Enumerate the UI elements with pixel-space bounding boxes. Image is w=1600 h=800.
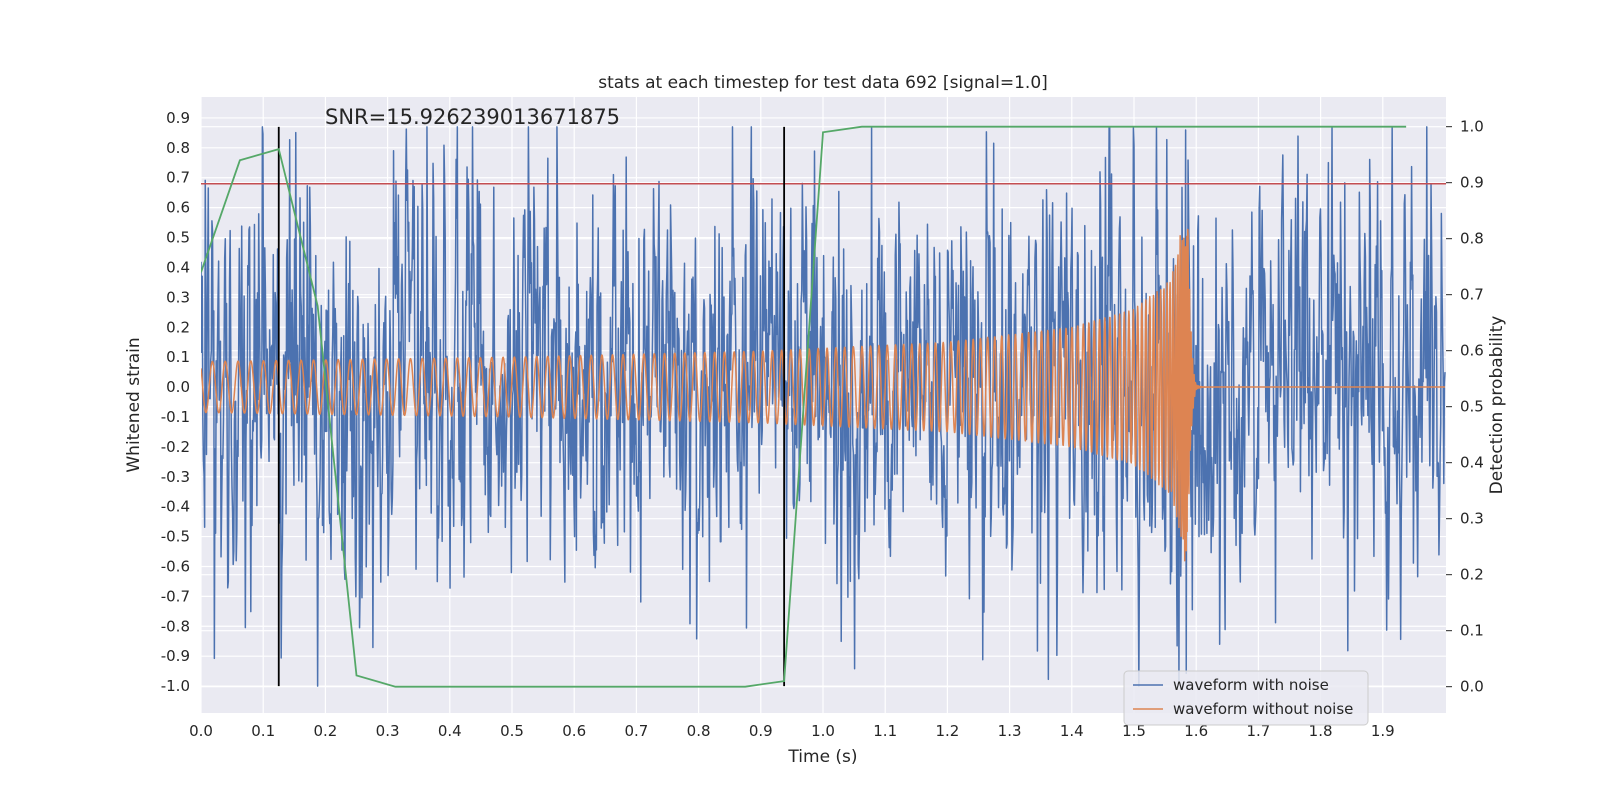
legend-label-waveform-without-noise: waveform without noise [1173,700,1353,718]
x-tick-label: 0.8 [687,722,711,740]
y-tick-label: -0.1 [161,408,190,426]
series-waveform-without-noise [201,228,1446,562]
x-tick-label: 0.9 [749,722,773,740]
y2-axis-label: Detection probability [1487,316,1507,495]
y-tick-label: -1.0 [161,677,190,695]
series-detection-probability [201,125,1407,688]
y-axis-label: Whitened strain [124,337,144,472]
x-tick-label: 1.2 [935,722,959,740]
y2-tick-label: 0.5 [1460,398,1484,416]
y-tick-label: -0.4 [161,498,190,516]
y2-tick-label: 0.4 [1460,454,1484,472]
chart-title: stats at each timestep for test data 692… [598,73,1048,93]
y-tick-label: 0.6 [166,199,190,217]
y2-tick-labels: 1.0 0.9 0.8 0.7 0.6 0.5 0.4 0.3 0.2 0.1 0.0 [1446,118,1484,696]
x-tick-label: 1.5 [1122,722,1146,740]
y-tick-label: 0.5 [166,229,190,247]
y-tick-label: 0.0 [166,378,190,396]
x-tick-label: 0.1 [251,722,275,740]
probability-line [201,125,1407,688]
y-tick-label: -0.9 [161,647,190,665]
y-tick-label: -0.3 [161,468,190,486]
x-tick-label: 1.1 [873,722,897,740]
y2-tick-label: 1.0 [1460,118,1484,136]
x-tick-label: 1.8 [1309,722,1333,740]
x-tick-label: 0.6 [562,722,586,740]
y2-tick-label: 0.0 [1460,678,1484,696]
y-tick-label: 0.7 [166,169,190,187]
y2-tick-label: 0.7 [1460,286,1484,304]
y2-tick-label: 0.9 [1460,174,1484,192]
y-tick-label: -0.8 [161,617,190,635]
legend: waveform with noise waveform without noi… [1123,670,1369,726]
y-tick-labels: 0.9 0.8 0.7 0.6 0.5 0.4 0.3 0.2 0.1 0.0 -0.1 -0.2 -0… [161,109,190,695]
legend-box [1123,670,1369,726]
x-tick-label: 1.6 [1184,722,1208,740]
y2-tick-label: 0.3 [1460,510,1484,528]
x-tick-labels: 0.0 0.1 0.2 0.3 0.4 0.5 0.6 0.7 0.8 0.9 1.0 1.1 1.2 1… [189,722,1395,740]
y2-tick-label: 0.6 [1460,342,1484,360]
x-tick-label: 0.7 [624,722,648,740]
x-tick-label: 0.3 [376,722,400,740]
legend-label-waveform-with-noise: waveform with noise [1173,676,1329,694]
x-tick-label: 1.4 [1060,722,1084,740]
y-tick-label: -0.5 [161,528,190,546]
x-tick-label: 1.7 [1246,722,1270,740]
x-axis-label: Time (s) [787,747,857,767]
x-tick-label: 0.2 [313,722,337,740]
snr-annotation: SNR=15.926239013671875 [325,105,620,129]
y-tick-label: 0.8 [166,139,190,157]
y-tick-label: 0.4 [166,258,190,276]
y2-tick-label: 0.1 [1460,622,1484,640]
y-tick-label: 0.3 [166,288,190,306]
x-tick-label: 1.9 [1371,722,1395,740]
y-tick-label: 0.9 [166,109,190,127]
marker-lines [277,126,786,687]
x-tick-label: 0.4 [438,722,462,740]
series-waveform-with-noise [201,126,1446,687]
x-tick-label: 0.5 [500,722,524,740]
x-tick-label: 1.3 [998,722,1022,740]
y2-tick-label: 0.8 [1460,230,1484,248]
y-tick-label: 0.1 [166,348,190,366]
x-tick-label: 1.0 [811,722,835,740]
y-tick-label: -0.2 [161,438,190,456]
y-tick-label: -0.6 [161,557,190,575]
y-tick-label: -0.7 [161,587,190,605]
y2-tick-label: 0.2 [1460,566,1484,584]
x-tick-label: 0.0 [189,722,213,740]
y-tick-label: 0.2 [166,318,190,336]
